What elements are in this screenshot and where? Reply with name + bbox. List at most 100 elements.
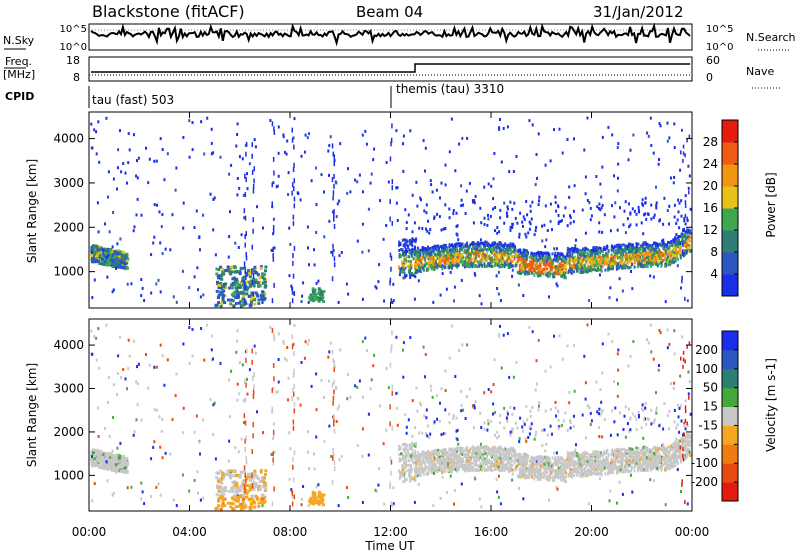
heatmap-cell [107, 256, 111, 260]
heatmap-cell [573, 137, 575, 141]
heatmap-cell [105, 460, 108, 464]
heatmap-cell [479, 245, 482, 249]
heatmap-cell [220, 490, 224, 494]
heatmap-cell [234, 446, 237, 450]
heatmap-cell [642, 245, 645, 248]
heatmap-cell [293, 144, 295, 150]
heatmap-cell [92, 260, 96, 264]
heatmap-cell [345, 282, 348, 286]
heatmap-cell [610, 256, 613, 260]
heatmap-cell [548, 295, 550, 299]
heatmap-cell [600, 400, 603, 404]
heatmap-cell [212, 151, 214, 155]
heatmap-cell [548, 270, 551, 274]
heatmap-cell [453, 243, 456, 247]
heatmap-cell [602, 258, 605, 262]
heatmap-cell [571, 469, 574, 473]
heatmap-cell [229, 505, 233, 509]
heatmap-cell [290, 284, 293, 288]
heatmap-cell [254, 482, 258, 486]
heatmap-cell [647, 341, 650, 345]
heatmap-cell [415, 263, 418, 266]
heatmap-cell [425, 408, 428, 412]
heatmap-cell [482, 258, 485, 262]
heatmap-cell [367, 207, 370, 211]
heatmap-cell [453, 285, 456, 289]
heatmap-cell [646, 131, 649, 135]
heatmap-cell [105, 323, 108, 327]
heatmap-cell [123, 466, 127, 470]
heatmap-cell [591, 253, 593, 257]
heatmap-cell [252, 481, 256, 485]
heatmap-cell [426, 268, 429, 272]
heatmap-cell [209, 192, 212, 196]
heatmap-cell [230, 496, 234, 500]
heatmap-cell [111, 449, 114, 453]
heatmap-cell [524, 264, 527, 268]
heatmap-cell [112, 416, 115, 419]
heatmap-cell [272, 363, 275, 368]
heatmap-cell [462, 203, 465, 207]
heatmap-cell [289, 242, 292, 246]
heatmap-cell [610, 253, 613, 257]
heatmap-cell [228, 489, 232, 493]
heatmap-cell [292, 342, 295, 346]
heatmap-cell [245, 348, 248, 354]
heatmap-cell [259, 265, 263, 269]
heatmap-cell [239, 266, 243, 270]
heatmap-cell [260, 273, 264, 277]
heatmap-cell [251, 375, 254, 381]
heatmap-cell [163, 178, 166, 182]
heatmap-cell [91, 250, 93, 254]
heatmap-cell [244, 447, 246, 452]
heatmap-cell [91, 247, 95, 251]
heatmap-cell [112, 468, 116, 472]
heatmap-cell [495, 259, 498, 263]
heatmap-cell [115, 470, 117, 474]
heatmap-cell [544, 245, 547, 249]
heatmap-cell [254, 351, 257, 355]
heatmap-cell [414, 265, 416, 269]
heatmap-cell [254, 145, 257, 149]
heatmap-cell [98, 366, 101, 370]
heatmap-cell [509, 258, 512, 261]
heatmap-cell [581, 259, 584, 263]
heatmap-cell [243, 216, 246, 220]
heatmap-cell [302, 485, 305, 488]
heatmap-cell [643, 248, 646, 252]
heatmap-cell [421, 248, 424, 252]
heatmap-cell [428, 436, 431, 440]
heatmap-cell [241, 363, 244, 367]
heatmap-cell [596, 251, 599, 255]
heatmap-cell [120, 458, 124, 461]
heatmap-cell [418, 264, 421, 268]
heatmap-cell [557, 269, 560, 273]
heatmap-cell [580, 270, 583, 274]
heatmap-cell [235, 270, 239, 273]
heatmap-cell [253, 372, 255, 378]
heatmap-cell [405, 240, 408, 244]
heatmap-cell [588, 258, 591, 262]
heatmap-cell [511, 268, 514, 272]
heatmap-cell [536, 176, 538, 180]
heatmap-cell [299, 198, 302, 202]
heatmap-cell [436, 250, 439, 254]
heatmap-cell [509, 262, 512, 266]
heatmap-cell [104, 453, 108, 457]
heatmap-cell [282, 340, 285, 343]
heatmap-cell [252, 228, 254, 234]
heatmap-cell [436, 253, 439, 257]
heatmap-cell [241, 494, 245, 498]
heatmap-cell [230, 293, 234, 297]
heatmap-cell [631, 287, 634, 291]
heatmap-cell [480, 505, 483, 509]
heatmap-cell [523, 269, 526, 273]
nave-tick-bottom: 0 [706, 71, 713, 84]
heatmap-cell [582, 248, 584, 252]
heatmap-cell [392, 486, 395, 490]
heatmap-cell [254, 271, 258, 274]
heatmap-cell [474, 250, 477, 254]
heatmap-cell [159, 493, 162, 497]
heatmap-cell [438, 261, 441, 265]
heatmap-cell [531, 200, 534, 204]
